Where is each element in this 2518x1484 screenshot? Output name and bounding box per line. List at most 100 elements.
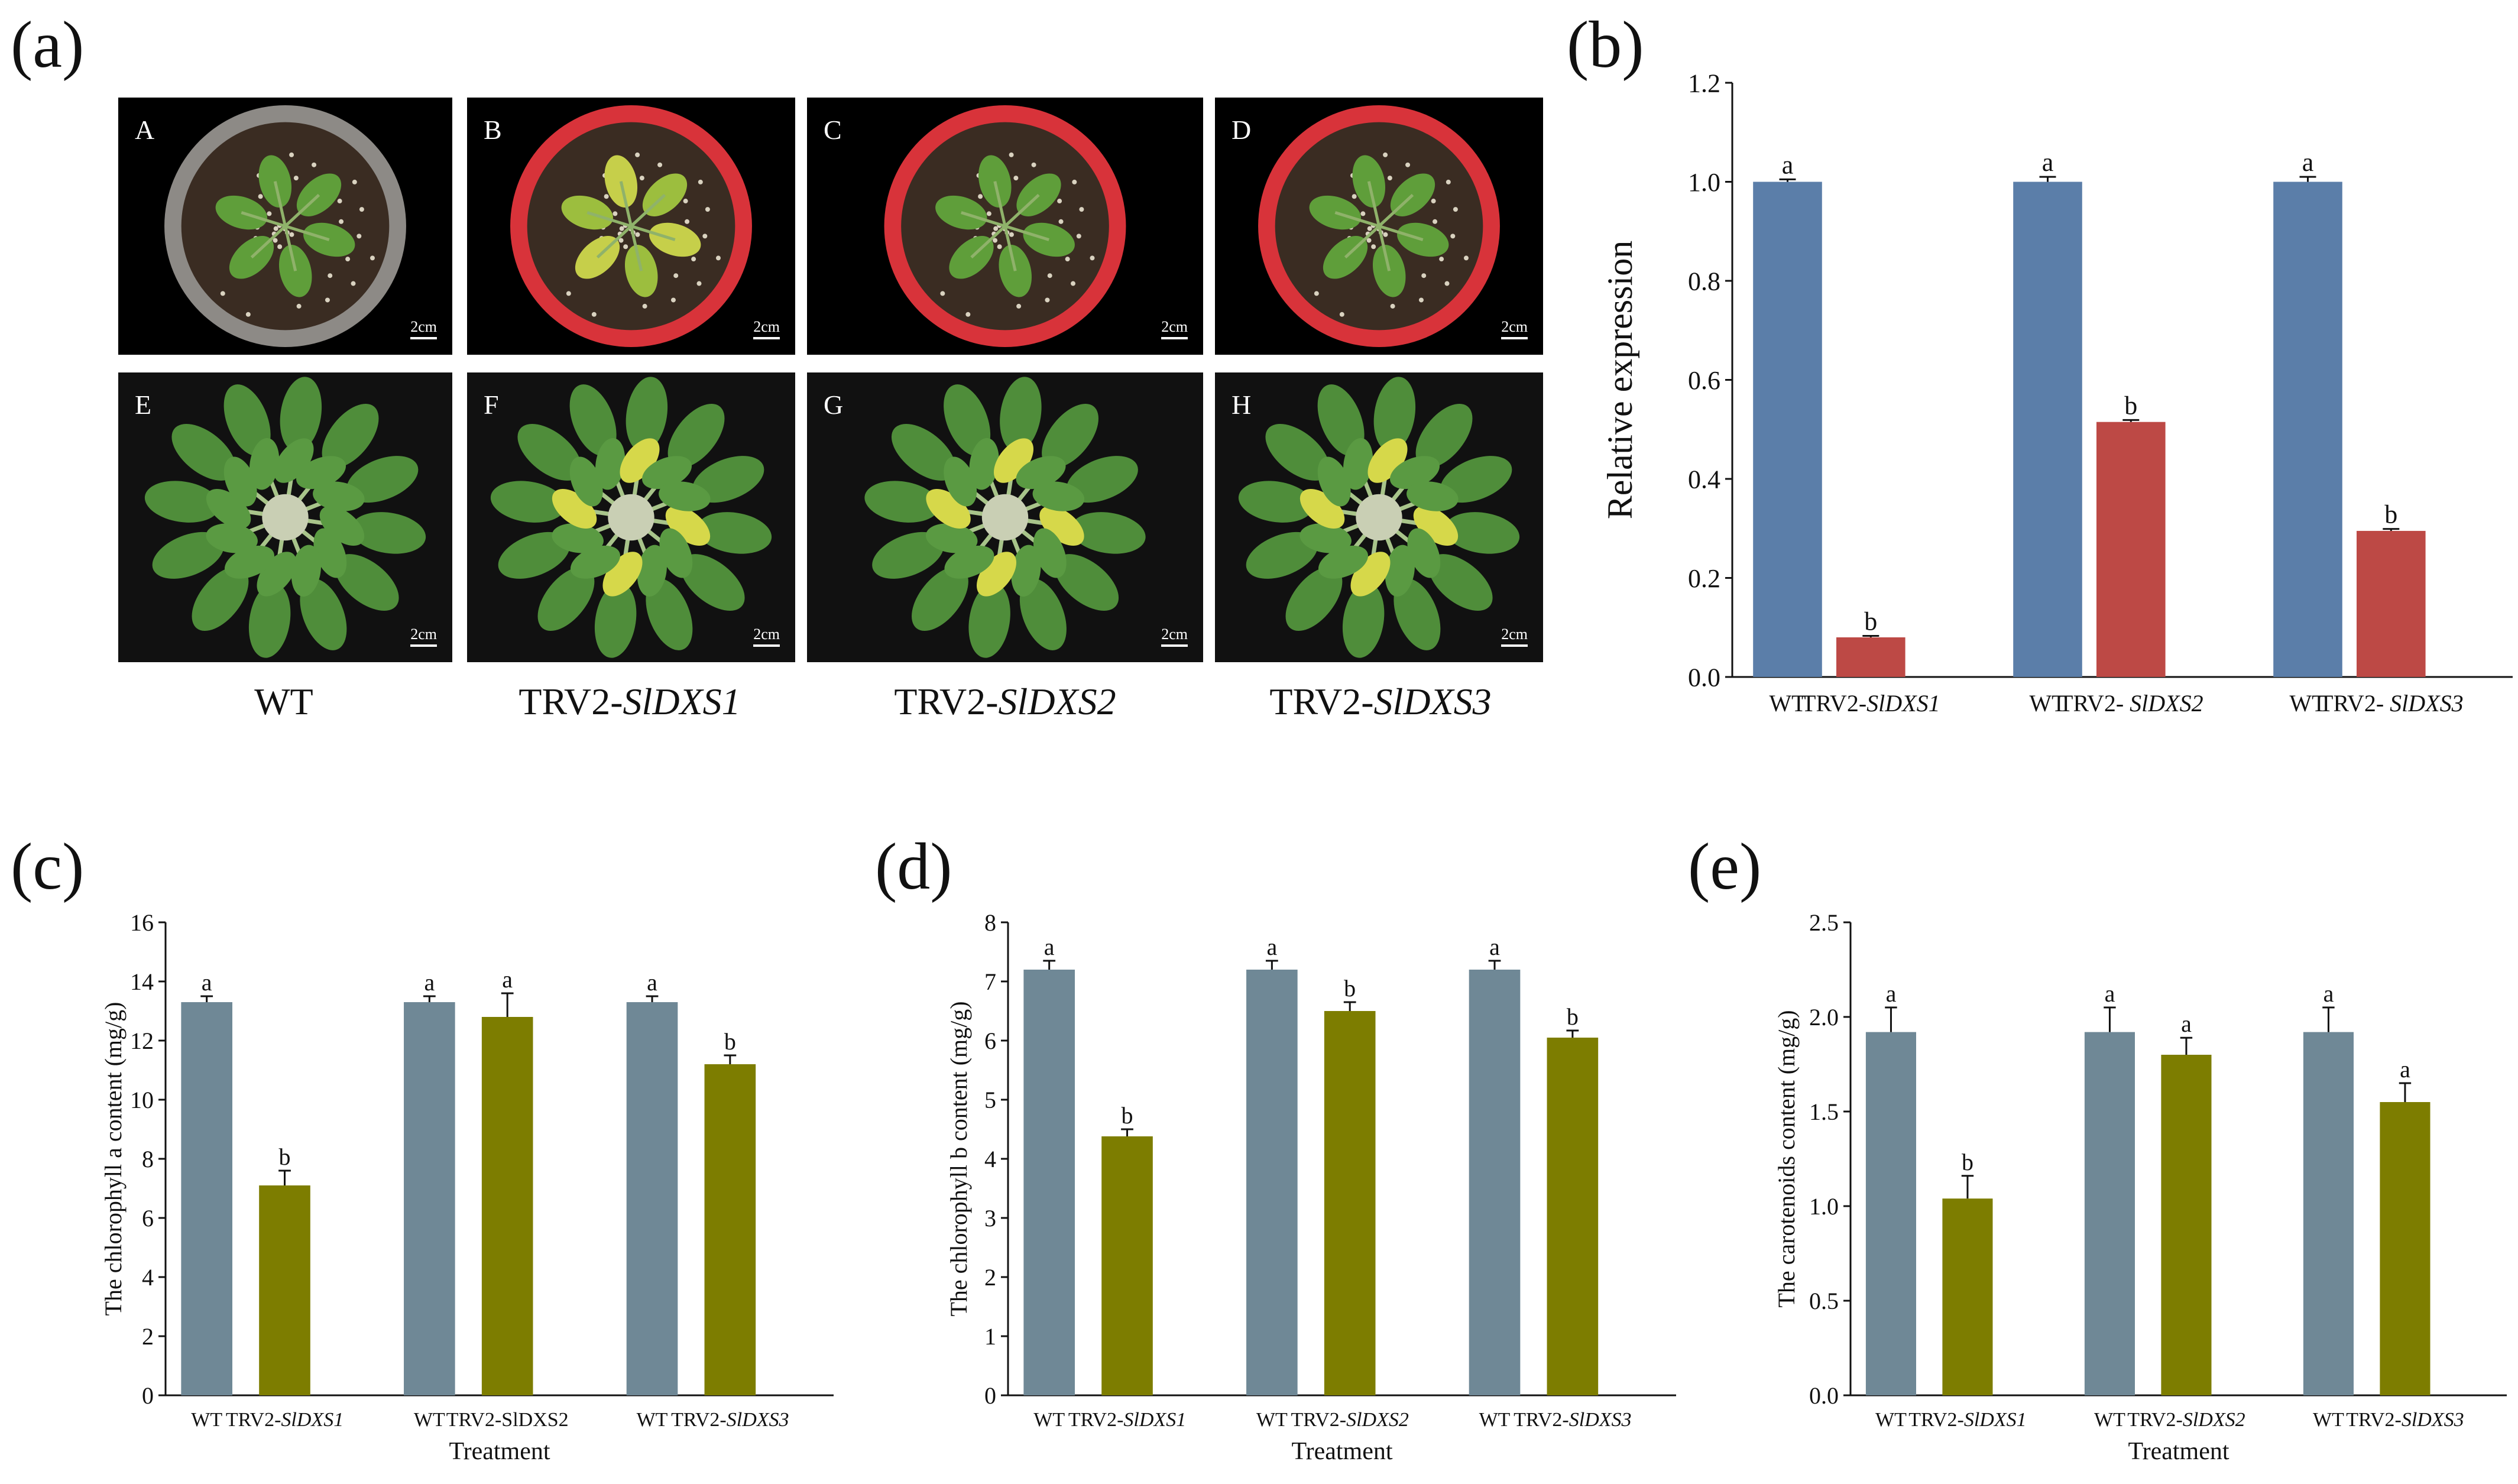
photo-letter: A [135, 115, 155, 145]
x-axis-label: Treatment [449, 1438, 550, 1465]
significance-letter: a [502, 966, 513, 993]
x-tick-label: WT [414, 1409, 445, 1431]
significance-letter: b [2124, 391, 2137, 420]
scale-bar: 2cm [1501, 626, 1528, 647]
plant-photo-F: F 2cm [467, 372, 795, 662]
x-tick-label: TRV2-SlDXS3 [671, 1409, 789, 1431]
y-tick-label: 0 [984, 1382, 996, 1409]
x-tick-label: TRV2-SlDXS1 [1801, 690, 1940, 717]
photo-caption: TRV2-SlDXS1 [518, 681, 741, 722]
scale-bar: 2cm [1161, 626, 1188, 647]
photo-letter: D [1232, 115, 1252, 145]
x-tick-label: WT [2313, 1409, 2344, 1431]
scale-bar: 2cm [1161, 318, 1188, 339]
x-tick-label: WT [637, 1409, 668, 1431]
bar [404, 1002, 455, 1395]
bar [1942, 1198, 1993, 1395]
bar [2161, 1055, 2212, 1395]
y-tick-label: 2 [984, 1264, 996, 1291]
y-tick-label: 1.0 [1809, 1193, 1839, 1220]
y-axis-label: The chlorophyll a content (mg/g) [100, 1002, 127, 1316]
x-tick-label: TRV2-SlDXS1 [1908, 1409, 2026, 1431]
bar [2084, 1032, 2135, 1395]
photo-caption: WT [254, 681, 313, 722]
x-tick-label: WT [2029, 690, 2066, 717]
panel-letter-b: (b) [1567, 8, 1644, 82]
scale-bar: 2cm [1501, 318, 1528, 339]
y-tick-label: 2 [142, 1323, 154, 1350]
bar [259, 1185, 310, 1395]
significance-letter: b [1864, 607, 1877, 636]
bar [2380, 1102, 2430, 1395]
y-tick-label: 5 [984, 1087, 996, 1113]
panel-letter-c: (c) [11, 830, 85, 903]
bar [2357, 530, 2426, 677]
scale-bar: 2cm [753, 318, 780, 339]
y-tick-label: 1.0 [1688, 168, 1720, 197]
y-tick-label: 6 [142, 1205, 154, 1232]
chart-c: 0 2 4 6 8 10 12 14 16 The chlorophyll a content (… [100, 909, 834, 1465]
x-tick-label: TRV2-SlDXS3 [2346, 1409, 2464, 1431]
y-tick-label: 2.0 [1809, 1004, 1839, 1031]
significance-letter: a [1782, 150, 1794, 179]
photo-letter: C [824, 115, 842, 145]
significance-letter: a [2105, 980, 2115, 1007]
significance-letter: a [2042, 148, 2054, 177]
plant-photo-G: G 2cm [807, 372, 1203, 662]
bar [1547, 1038, 1599, 1395]
x-tick-label: TRV2-SlDXS2 [1291, 1409, 1408, 1431]
plant-photo-D: D 2cm [1215, 98, 1543, 355]
significance-letter: a [647, 969, 657, 996]
y-tick-label: 0.5 [1809, 1288, 1839, 1314]
scale-bar: 2cm [410, 626, 437, 647]
significance-letter: b [1962, 1149, 1973, 1175]
y-tick-label: 16 [130, 909, 154, 936]
y-tick-label: 1.5 [1809, 1099, 1839, 1125]
significance-letter: a [1266, 934, 1277, 960]
bar [1469, 970, 1521, 1395]
x-tick-label: WT [1479, 1409, 1511, 1431]
x-tick-label: WT [1769, 690, 1806, 717]
significance-letter: b [279, 1143, 291, 1170]
x-tick-label: TRV2-SlDXS2 [2127, 1409, 2245, 1431]
significance-letter: b [724, 1028, 736, 1055]
x-tick-label: TRV2-SlDXS1 [1068, 1409, 1186, 1431]
scale-bar: 2cm [753, 626, 780, 647]
significance-letter: b [1122, 1102, 1133, 1129]
photo-letter: H [1232, 390, 1252, 420]
x-tick-label: WT [1033, 1409, 1065, 1431]
bar [1865, 1032, 1916, 1395]
x-tick-label: TRV2-SlDXS2 [446, 1409, 569, 1431]
x-tick-label: WT [2094, 1409, 2125, 1431]
significance-letter: a [202, 969, 212, 996]
y-tick-label: 4 [142, 1264, 154, 1291]
chart-d: 0 1 2 3 4 5 6 7 8 The chlorophyll b content (mg/g… [945, 909, 1676, 1465]
significance-letter: a [1886, 980, 1897, 1007]
bar [1246, 970, 1298, 1395]
x-tick-label: WT [1256, 1409, 1288, 1431]
significance-letter: a [1489, 934, 1500, 960]
photo-caption: TRV2-SlDXS3 [1269, 681, 1492, 722]
y-tick-label: 0.8 [1688, 267, 1720, 296]
y-tick-label: 3 [984, 1205, 996, 1232]
x-axis-label: Treatment [1291, 1438, 1392, 1465]
photo-letter: B [484, 115, 502, 145]
y-tick-label: 7 [984, 968, 996, 995]
y-tick-label: 0 [142, 1382, 154, 1409]
plant-photo-B: B 2cm [467, 98, 795, 355]
y-axis-label: The carotenoids content (mg/g) [1773, 1010, 1800, 1307]
x-tick-label: TRV2- SlDXS2 [2059, 690, 2203, 717]
bar [2013, 182, 2082, 677]
bar [1753, 182, 1822, 677]
bar [1324, 1011, 1376, 1395]
panel-letter-e: (e) [1688, 830, 1762, 903]
plant-photo-H: H 2cm [1215, 372, 1543, 662]
bar [2096, 422, 2166, 677]
bar [626, 1002, 678, 1395]
panel-letter-a: (a) [11, 8, 85, 82]
y-tick-label: 0.2 [1688, 564, 1720, 593]
photo-caption: TRV2-SlDXS2 [894, 681, 1116, 722]
chart-b: 0.0 0.2 0.4 0.6 0.8 1.0 1.2 Relative expression… [1600, 69, 2513, 717]
y-tick-label: 2.5 [1809, 909, 1839, 936]
x-tick-label: TRV2-SlDXS1 [226, 1409, 343, 1431]
